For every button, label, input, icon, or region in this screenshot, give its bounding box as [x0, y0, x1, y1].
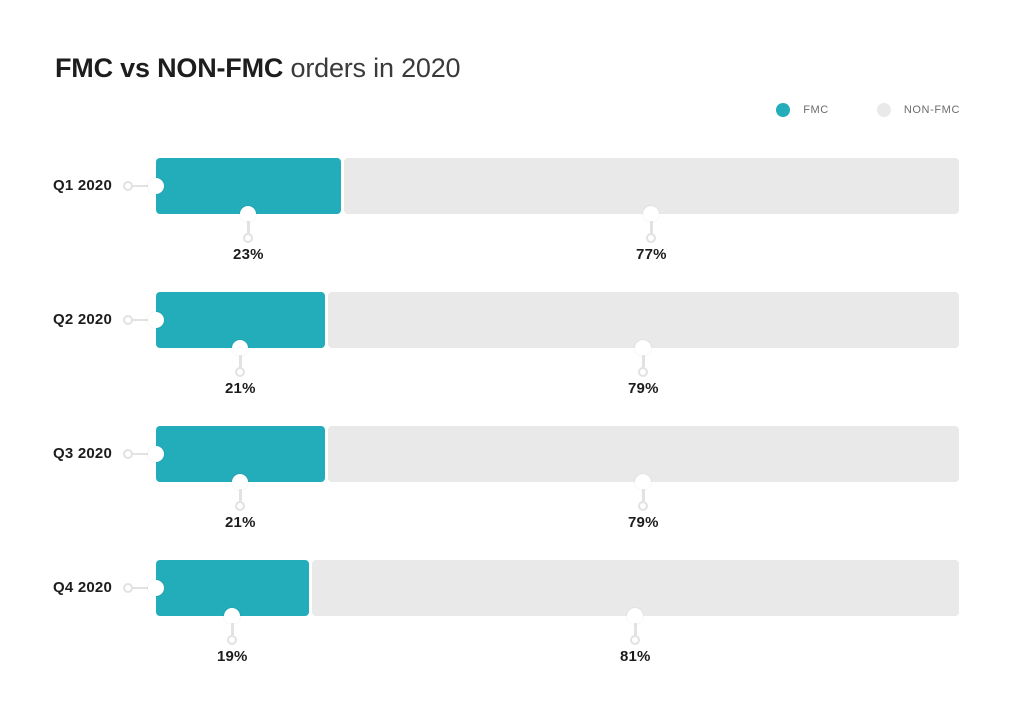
- label-connector-line: [132, 318, 149, 322]
- bar-segment-fmc[interactable]: 23%: [156, 158, 341, 263]
- marker-line: [239, 355, 242, 367]
- label-connector-line: [132, 184, 149, 188]
- bar-segment-fmc[interactable]: 21%: [156, 292, 325, 397]
- marker-ring-icon: [243, 233, 254, 243]
- marker-dot-icon: [643, 206, 660, 222]
- label-connector-dot-icon: [148, 446, 164, 462]
- chart-row: Q4 2020 19% 81%: [0, 560, 1025, 665]
- bar-segment-nonfmc[interactable]: 81%: [311, 560, 959, 665]
- title-rest: orders in 2020: [290, 53, 461, 83]
- category-label: Q1 2020: [53, 177, 112, 194]
- chart-legend: FMC NON-FMC: [776, 103, 960, 117]
- label-connector-dot-icon: [148, 178, 164, 194]
- bar-segment-nonfmc[interactable]: 77%: [343, 158, 959, 263]
- marker-ring-icon: [235, 501, 246, 511]
- marker-line: [239, 489, 242, 501]
- legend-item[interactable]: FMC: [776, 103, 829, 117]
- page-title: FMC vs NON-FMC orders in 2020: [55, 52, 461, 84]
- marker-dot-icon: [232, 474, 249, 490]
- marker-ring-icon: [638, 501, 649, 511]
- bar-segment-fmc[interactable]: 21%: [156, 426, 325, 531]
- bar-segment-nonfmc[interactable]: 79%: [327, 292, 959, 397]
- legend-item[interactable]: NON-FMC: [876, 103, 960, 117]
- marker-ring-icon: [638, 367, 649, 377]
- bar-track: 19% 81%: [156, 560, 959, 665]
- marker-dot-icon: [240, 206, 257, 222]
- chart-row: Q2 2020 21% 79%: [0, 292, 1025, 397]
- value-label-fmc: 23%: [233, 246, 264, 263]
- bar-segment-nonfmc[interactable]: 79%: [327, 426, 959, 531]
- legend-label: FMC: [803, 104, 829, 116]
- value-label-nonfmc: 81%: [619, 648, 651, 665]
- bar-track: 21% 79%: [156, 426, 959, 531]
- title-highlight: FMC vs NON-FMC: [55, 53, 284, 83]
- marker-line: [642, 355, 645, 367]
- value-label-nonfmc: 77%: [636, 246, 667, 263]
- label-connector-line: [132, 452, 149, 456]
- chart-row: Q3 2020 21% 79%: [0, 426, 1025, 531]
- label-connector-dot-icon: [148, 312, 164, 328]
- marker-ring-icon: [227, 635, 238, 645]
- bar-track: 23% 77%: [156, 158, 959, 263]
- marker-dot-icon: [635, 340, 652, 356]
- marker-ring-icon: [235, 367, 246, 377]
- value-label-nonfmc: 79%: [628, 514, 659, 531]
- chart-area: Q1 2020 23% 77% Q2: [0, 158, 1025, 694]
- legend-label: NON-FMC: [903, 104, 960, 116]
- category-label: Q2 2020: [53, 311, 112, 328]
- marker-ring-icon: [646, 233, 657, 243]
- marker-line: [650, 221, 653, 233]
- label-connector-dot-icon: [148, 580, 164, 596]
- marker-line: [642, 489, 645, 501]
- legend-swatch-icon: [776, 103, 791, 117]
- category-label: Q3 2020: [53, 445, 112, 462]
- value-label-fmc: 19%: [216, 648, 248, 665]
- value-label-fmc: 21%: [225, 514, 256, 531]
- chart-row: Q1 2020 23% 77%: [0, 158, 1025, 263]
- label-connector-line: [132, 586, 149, 590]
- marker-dot-icon: [232, 340, 249, 356]
- marker-dot-icon: [627, 608, 644, 624]
- bar-segment-fmc[interactable]: 19%: [156, 560, 309, 665]
- value-label-nonfmc: 79%: [628, 380, 659, 397]
- marker-dot-icon: [635, 474, 652, 490]
- value-label-fmc: 21%: [225, 380, 256, 397]
- marker-line: [634, 623, 637, 635]
- category-label: Q4 2020: [53, 579, 112, 596]
- marker-dot-icon: [224, 608, 241, 624]
- marker-line: [247, 221, 250, 233]
- legend-swatch-icon: [876, 103, 891, 117]
- marker-line: [231, 623, 234, 635]
- bar-track: 21% 79%: [156, 292, 959, 397]
- marker-ring-icon: [630, 635, 641, 645]
